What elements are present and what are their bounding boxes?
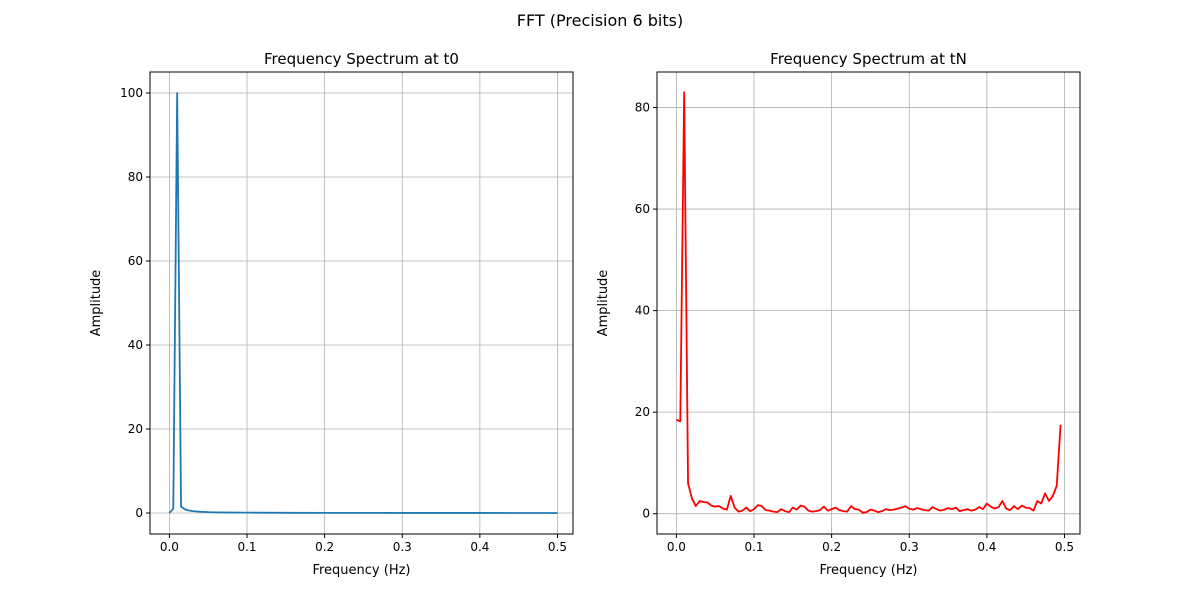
x-axis-label: Frequency (Hz) (819, 563, 917, 578)
panel-title: Frequency Spectrum at t0 (264, 50, 459, 68)
y-tick-label: 60 (128, 254, 143, 268)
x-tick-label: 0.0 (667, 540, 686, 554)
y-tick-label: 20 (635, 405, 650, 419)
x-tick-label: 0.2 (315, 540, 334, 554)
plot-frame (656, 71, 1081, 535)
plot-frame (149, 71, 574, 535)
x-tick-label: 0.1 (744, 540, 763, 554)
panel-frequency-spectrum-tn: 0.0 0.1 0.2 0.3 0.4 0.5 0 20 40 60 80 Frequency Spe… (596, 50, 1081, 578)
x-tick-label: 0.4 (977, 540, 996, 554)
y-tick-label: 0 (135, 506, 143, 520)
x-tick-label: 0.5 (1055, 540, 1074, 554)
y-tick-label: 40 (635, 304, 650, 318)
series-line (676, 91, 1062, 514)
y-tick-label: 0 (642, 507, 650, 521)
series-line (168, 92, 558, 514)
y-tick-label: 20 (128, 422, 143, 436)
panel-frequency-spectrum-t0: 0.0 0.1 0.2 0.3 0.4 0.5 0 20 40 60 80 100 Frequency … (89, 50, 574, 578)
y-axis-label: Amplitude (596, 270, 611, 337)
y-tick-label: 60 (635, 202, 650, 216)
x-tick-label: 0.0 (160, 540, 179, 554)
x-tick-label: 0.3 (393, 540, 412, 554)
x-tick-label: 0.5 (548, 540, 567, 554)
x-tick-label: 0.1 (237, 540, 256, 554)
x-tick-label: 0.4 (470, 540, 489, 554)
y-axis-label: Amplitude (89, 270, 104, 337)
x-tick-label: 0.3 (900, 540, 919, 554)
y-tick-label: 100 (120, 86, 143, 100)
x-axis-label: Frequency (Hz) (312, 563, 410, 578)
figure-suptitle: FFT (Precision 6 bits) (517, 11, 683, 30)
y-tick-label: 80 (128, 170, 143, 184)
x-tick-label: 0.2 (822, 540, 841, 554)
y-tick-label: 40 (128, 338, 143, 352)
panel-title: Frequency Spectrum at tN (770, 50, 967, 68)
y-tick-label: 80 (635, 101, 650, 115)
